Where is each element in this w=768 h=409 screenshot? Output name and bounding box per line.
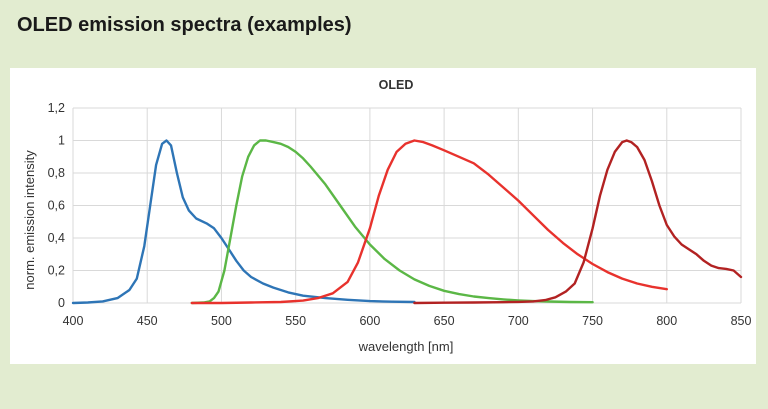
x-tick-label: 700 [508,314,529,328]
x-tick-label: 400 [63,314,84,328]
x-axis-title: wavelength [nm] [358,339,454,354]
emission-chart: 0 0,2 0,4 0,6 0,8 1 1,2 400 450 500 550 600 650 700 75… [22,78,752,354]
series-line-blue [71,139,416,305]
x-tick-label: 800 [656,314,677,328]
series-layer [71,139,743,305]
x-tick-label: 550 [285,314,306,328]
series-line-dark-red [413,139,743,305]
chart-title: OLED [379,78,414,92]
y-tick-label: 0,6 [48,199,65,213]
y-axis-title: norm. emission intensity [22,150,37,290]
chart-panel: 0 0,2 0,4 0,6 0,8 1 1,2 400 450 500 550 600 650 700 75… [10,68,756,364]
page-heading: OLED emission spectra (examples) [17,14,352,36]
y-tick-label: 0 [58,296,65,310]
y-tick-label: 0,2 [48,264,65,278]
x-tick-label: 500 [211,314,232,328]
x-tick-label: 450 [137,314,158,328]
grid-lines [72,107,742,304]
x-tick-label: 850 [731,314,752,328]
series-line-red [190,139,668,305]
series-line-green [190,139,594,305]
y-tick-label: 0,8 [48,166,65,180]
x-tick-label: 650 [434,314,455,328]
x-tick-label: 750 [582,314,603,328]
y-tick-label: 1,2 [48,101,65,115]
y-tick-label: 0,4 [48,231,65,245]
x-tick-label: 600 [359,314,380,328]
y-tick-label: 1 [58,134,65,148]
tick-labels: 0 0,2 0,4 0,6 0,8 1 1,2 400 450 500 550 600 650 700 75… [48,101,752,328]
